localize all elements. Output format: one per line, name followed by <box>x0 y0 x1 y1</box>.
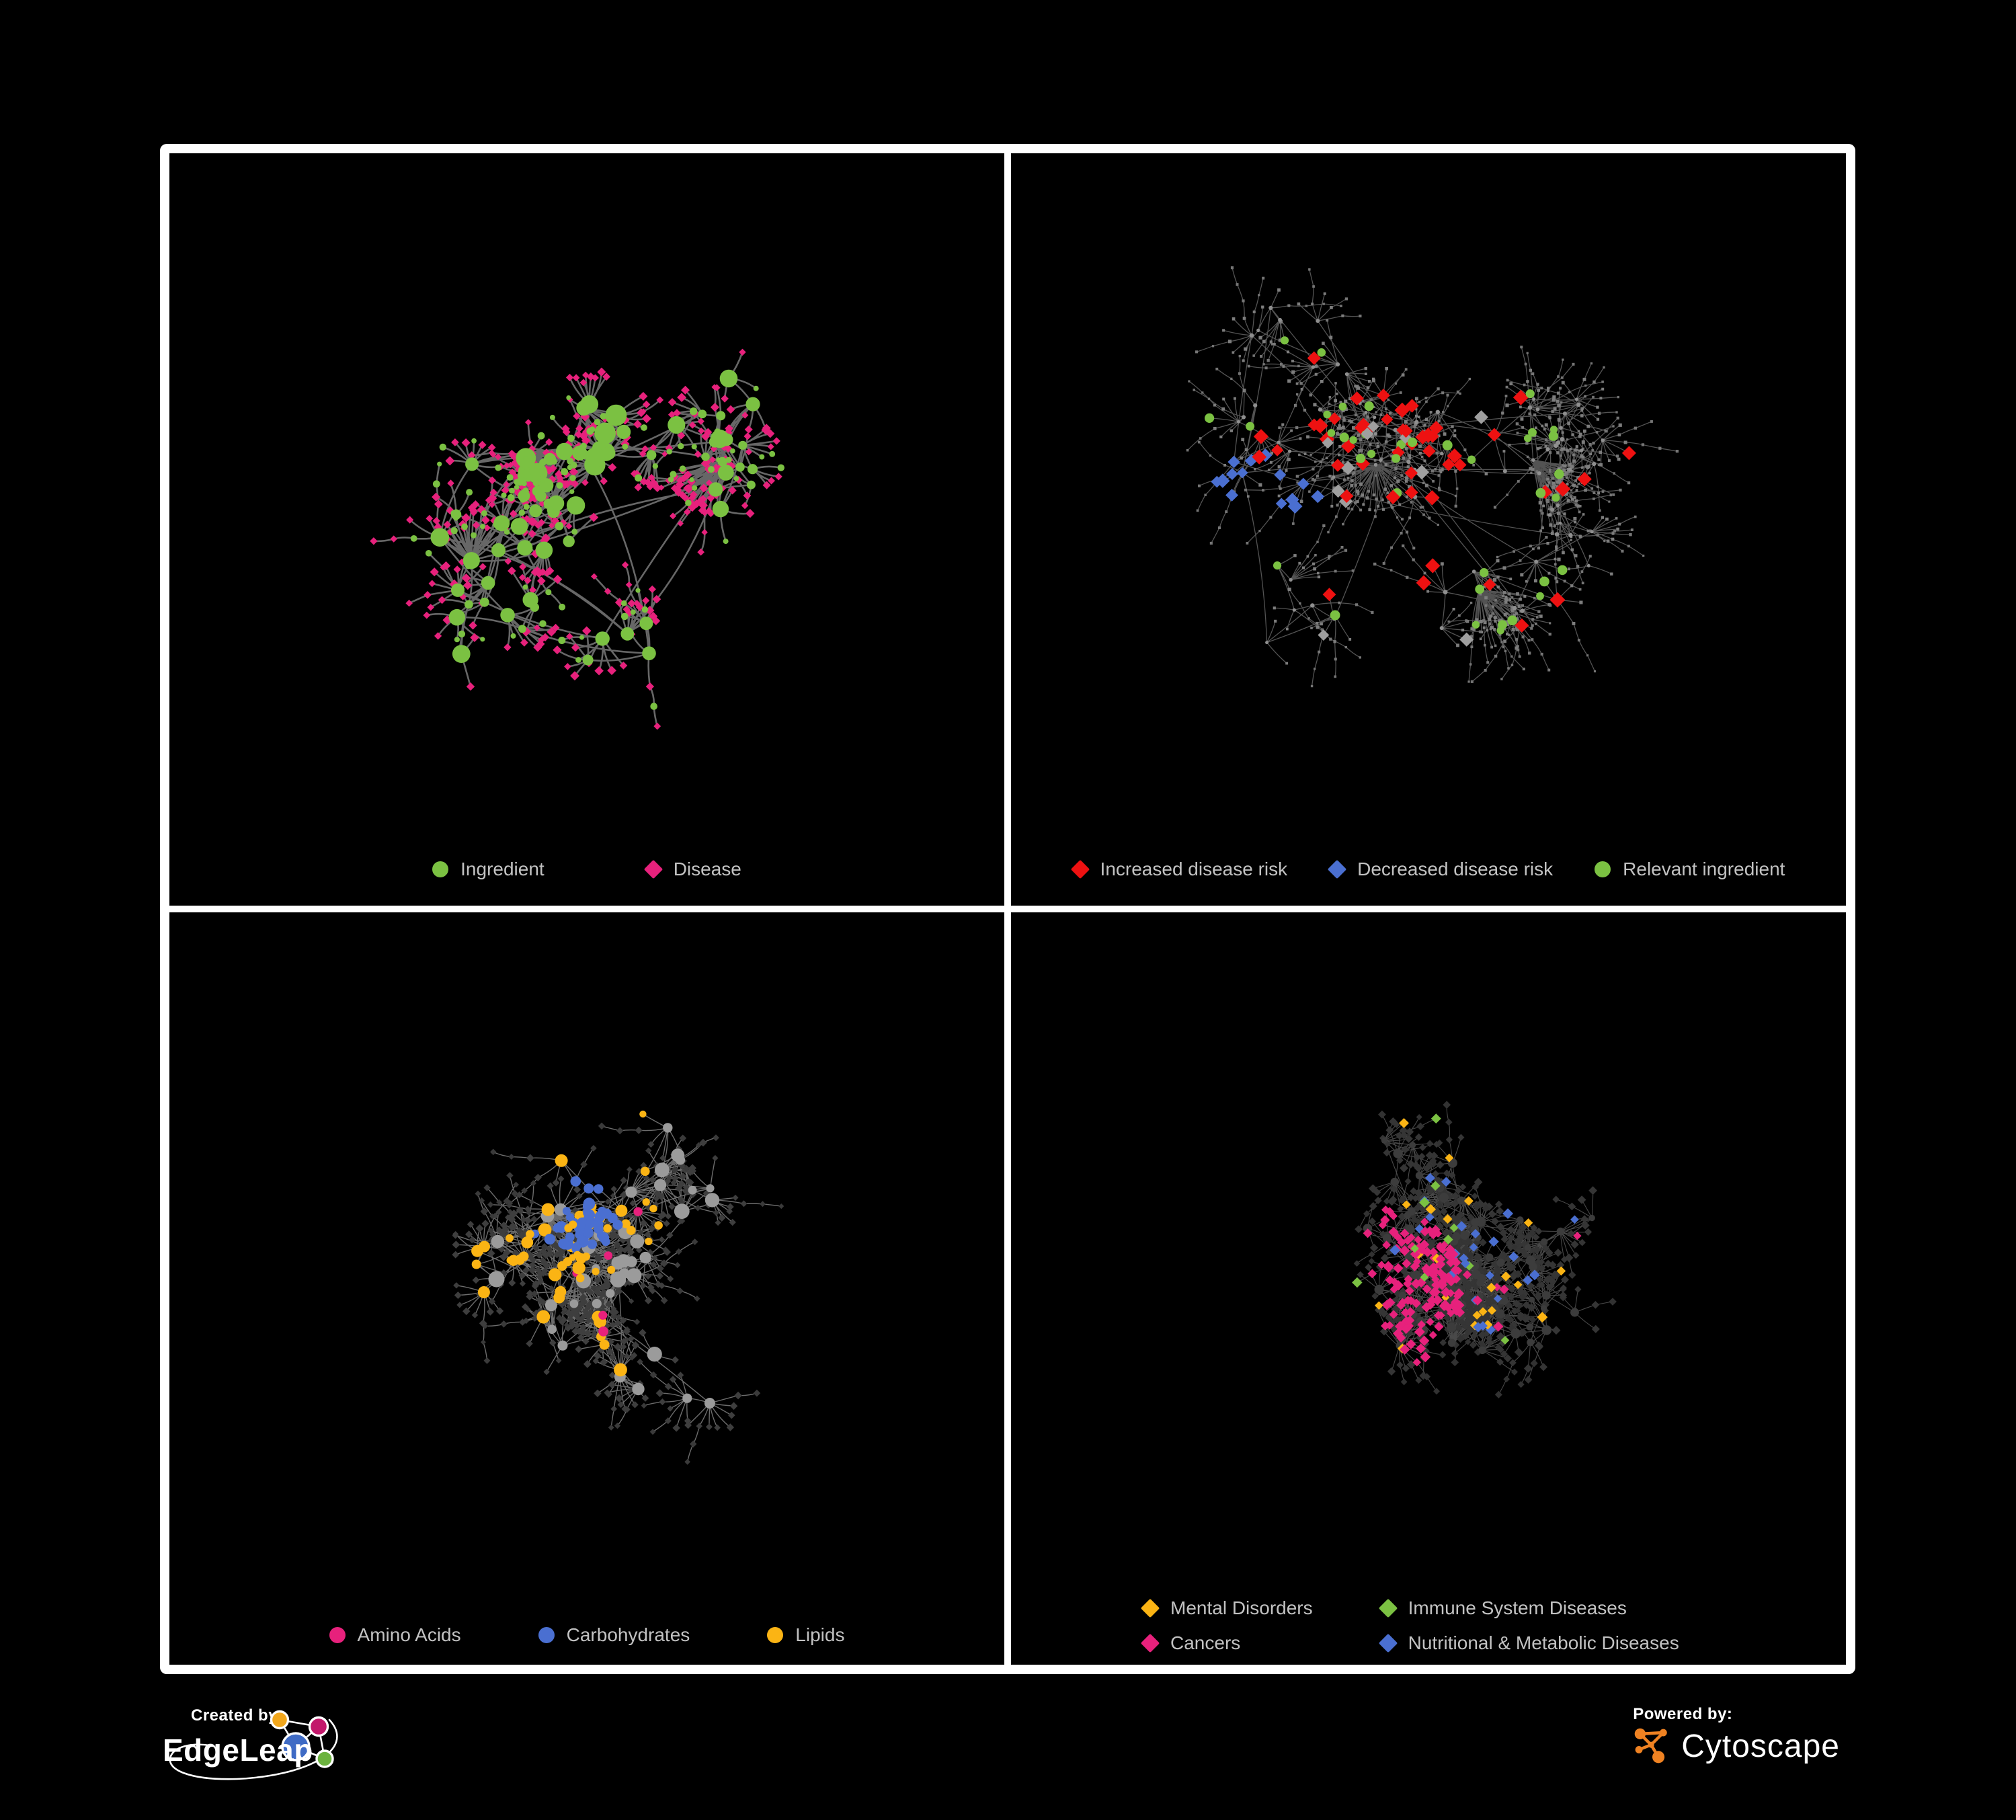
disease-diamond-icon <box>643 859 663 879</box>
legend-disease-classes: Mental Disorders Immune System Diseases Ca… <box>1011 1597 1846 1654</box>
legend-label: Relevant ingredient <box>1623 859 1785 879</box>
disease-risk-graph <box>1186 266 1679 688</box>
panel-disease-classes-network: Mental Disorders Immune System Diseases Ca… <box>1011 912 1846 1665</box>
cytoscape-credit: Powered by: Cytoscape <box>1633 1705 1840 1766</box>
legend-item-relevant-ingredient: Relevant ingredient <box>1595 859 1785 880</box>
edgeleap-credit: Created by: EdgeLeap <box>161 1706 511 1807</box>
legend-item-cancers: Cancers <box>1140 1632 1241 1654</box>
relevant-ingredient-circle-icon <box>1595 861 1611 877</box>
legend-item-amino-acids: Amino Acids <box>329 1624 461 1646</box>
legend-label: Lipids <box>795 1624 845 1645</box>
carbohydrates-circle-icon <box>538 1627 555 1643</box>
legend-item-ingredient: Ingredient <box>432 859 545 880</box>
legend-item-immune-system-diseases: Immune System Diseases <box>1378 1597 1627 1619</box>
legend-item-lipids: Lipids <box>767 1624 844 1646</box>
ingredient-disease-graph <box>370 348 784 730</box>
created-by-label: Created by: <box>191 1706 284 1725</box>
lipids-circle-icon <box>767 1627 784 1643</box>
network-grid-board: Ingredient Disease Increased disease risk… <box>160 144 1855 1674</box>
legend-label: Immune System Diseases <box>1408 1597 1627 1618</box>
legend-disease-risk: Increased disease risk Decreased disease … <box>1011 859 1846 880</box>
amino-acids-circle-icon <box>329 1627 346 1643</box>
nutrient-classes-graph <box>452 1110 784 1465</box>
increased-disease-risk-diamond-icon <box>1070 859 1090 879</box>
immune-system-diseases-diamond-icon <box>1378 1598 1398 1618</box>
legend-ingredient-disease: Ingredient Disease <box>169 859 1004 880</box>
legend-label: Amino Acids <box>357 1624 461 1645</box>
panel-nutrient-classes-network: Amino Acids Carbohydrates Lipids <box>169 912 1004 1665</box>
nutritional-metabolic-diseases-diamond-icon <box>1378 1633 1398 1653</box>
legend-label: Nutritional & Metabolic Diseases <box>1408 1632 1679 1653</box>
powered-by-label: Powered by: <box>1633 1705 1733 1723</box>
legend-item-nutritional-metabolic-diseases: Nutritional & Metabolic Diseases <box>1378 1632 1679 1654</box>
disease-classes-graph <box>1352 1101 1617 1398</box>
edgeleap-wordmark: EdgeLeap <box>163 1733 313 1768</box>
legend-label: Decreased disease risk <box>1357 859 1554 879</box>
legend-label: Mental Disorders <box>1170 1597 1313 1618</box>
legend-item-increased-disease-risk: Increased disease risk <box>1070 859 1288 880</box>
cytoscape-wordmark: Cytoscape <box>1681 1728 1840 1764</box>
legend-item-disease: Disease <box>643 859 741 880</box>
cancers-diamond-icon <box>1140 1633 1160 1653</box>
legend-label: Carbohydrates <box>566 1624 690 1645</box>
ingredient-circle-icon <box>432 861 449 877</box>
panel-disease-risk-network: Increased disease risk Decreased disease … <box>1011 153 1846 906</box>
legend-label: Ingredient <box>460 859 545 879</box>
legend-label: Cancers <box>1170 1632 1241 1653</box>
legend-item-mental-disorders: Mental Disorders <box>1140 1597 1313 1619</box>
mental-disorders-diamond-icon <box>1140 1598 1160 1618</box>
legend-item-carbohydrates: Carbohydrates <box>538 1624 690 1646</box>
panel-ingredient-disease-network: Ingredient Disease <box>169 153 1004 906</box>
decreased-disease-risk-diamond-icon <box>1327 859 1347 879</box>
edgeleap-logo-icon <box>169 1710 338 1780</box>
legend-label: Disease <box>673 859 741 879</box>
legend-item-decreased-disease-risk: Decreased disease risk <box>1327 859 1554 880</box>
legend-nutrient-classes: Amino Acids Carbohydrates Lipids <box>169 1624 1004 1646</box>
cytoscape-logo-icon <box>1634 1728 1667 1764</box>
legend-label: Increased disease risk <box>1100 859 1288 879</box>
